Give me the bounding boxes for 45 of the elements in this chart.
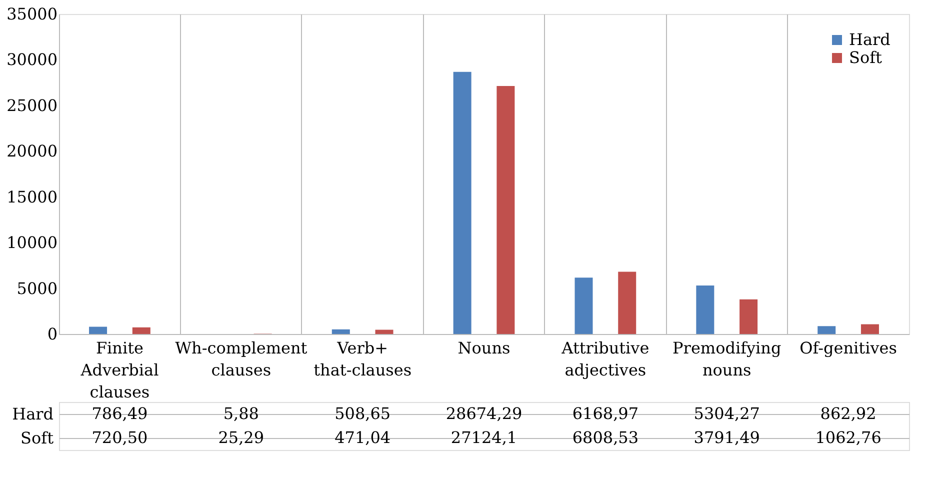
x-tick-label: Finite Adverbial clauses	[80, 338, 159, 402]
text: Hard	[12, 404, 54, 424]
x-tick-label: Attributive adjectives	[560, 338, 650, 380]
bar	[818, 326, 836, 334]
data-label: 28674,29	[446, 404, 522, 423]
data-label: 1062,76	[815, 428, 882, 447]
data-label: 27124,1	[450, 428, 518, 447]
x-tick-label: Of-genitives	[800, 338, 897, 358]
bar	[574, 278, 593, 334]
y-tick-label: 20000	[6, 142, 58, 161]
y-tick-label: 0	[47, 324, 58, 344]
data-label: 720,50	[92, 428, 148, 447]
legend-label: Hard	[849, 30, 890, 49]
x-tick-label: Verb+ that-clauses	[314, 338, 412, 380]
bar	[453, 72, 472, 334]
y-tick-label: 25000	[6, 96, 58, 115]
data-label: 5,88	[223, 404, 259, 423]
bar	[496, 86, 515, 334]
bar	[618, 272, 636, 334]
data-label: 862,92	[820, 404, 876, 423]
bar	[860, 324, 879, 334]
y-tick-label: 5000	[16, 278, 58, 298]
data-label: 5304,27	[694, 404, 760, 423]
data-label: 25,29	[218, 428, 264, 447]
data-label: 3791,49	[694, 428, 760, 447]
bar	[696, 286, 714, 334]
data-label: 6808,53	[572, 428, 639, 447]
text: Soft	[20, 428, 54, 448]
bar	[132, 327, 150, 334]
data-label: 786,49	[92, 404, 148, 423]
bar	[332, 329, 350, 334]
data-label: 471,04	[334, 428, 391, 447]
legend-label: Soft	[849, 48, 883, 67]
bar	[740, 299, 758, 334]
y-tick-label: 10000	[6, 233, 58, 252]
data-label: 6168,97	[572, 404, 639, 423]
bar	[89, 326, 108, 334]
bar	[375, 330, 394, 334]
y-tick-label: 15000	[6, 187, 58, 206]
x-tick-label: Wh-complement clauses	[175, 338, 308, 380]
y-tick-label: 35000	[6, 4, 58, 24]
x-tick-label: Nouns	[458, 338, 510, 358]
x-tick-label: Premodifying nouns	[672, 338, 782, 380]
data-label: 508,65	[334, 404, 391, 423]
y-tick-label: 30000	[6, 50, 58, 70]
